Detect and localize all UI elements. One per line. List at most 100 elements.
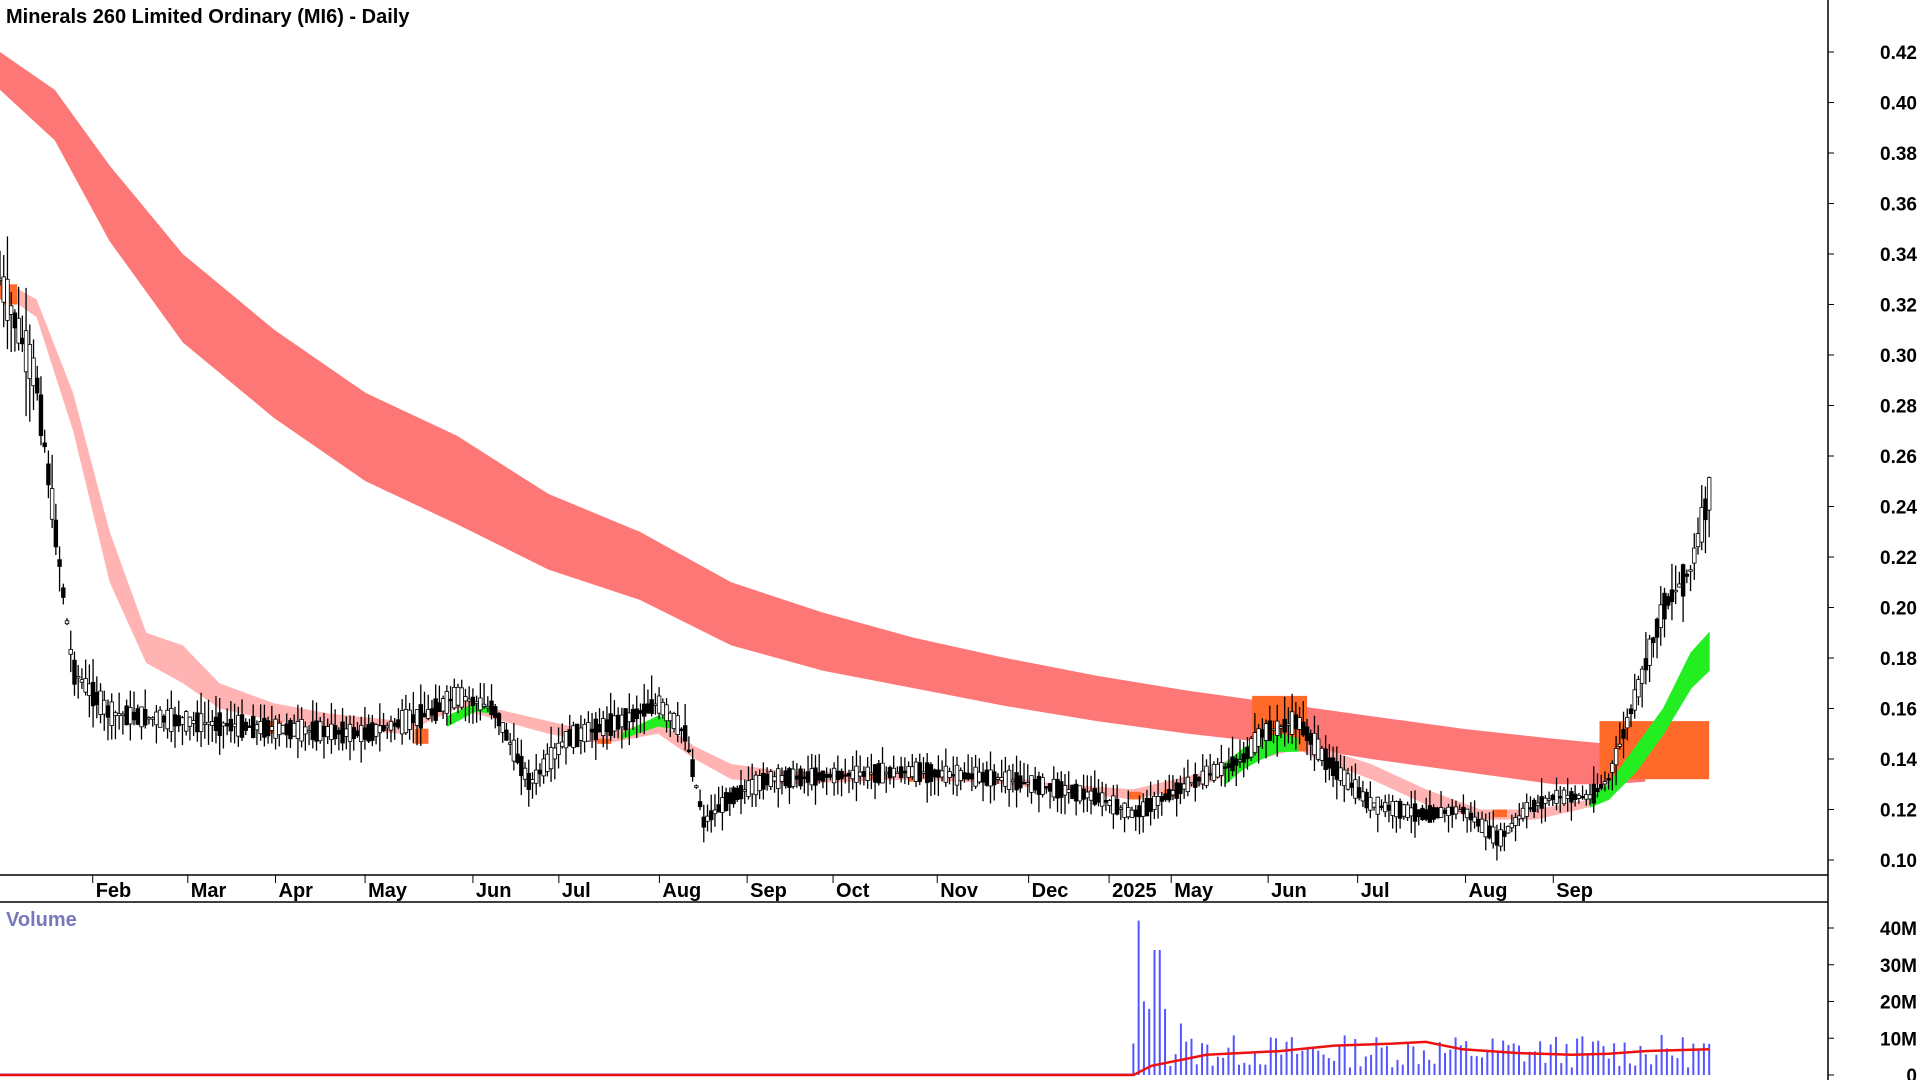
price-bar-body [526,772,531,790]
price-bar-body [709,810,714,821]
volume-tick-label: 30M [1880,956,1917,977]
price-bar-body [846,772,852,777]
price-bar-body [1505,826,1511,834]
price-bar-body [869,772,874,775]
price-bar-body [768,771,774,787]
price-bar-body [638,710,643,714]
price-bar-body [1103,799,1109,803]
price-bar-body [817,772,822,781]
price-bar-body [1479,818,1485,833]
price-bar-body [407,709,412,730]
price-bar-body [1546,798,1552,801]
price-bar-body [299,719,304,742]
price-bar-body [1450,806,1455,816]
price-bar-body [20,337,25,345]
price-bar-body [820,770,826,782]
price-bar-body [1368,796,1373,811]
month-label: Jun [476,880,512,902]
price-bar-body [485,706,491,709]
price-bar-body [757,775,762,792]
price-bar-body [1457,809,1462,812]
price-bar-body [318,721,323,742]
price-bar-body [798,768,803,787]
price-bar-body [1114,798,1120,815]
price-tick-label: 0.32 [1880,296,1917,317]
month-label: Feb [96,880,132,902]
price-bar-body [172,714,178,727]
price-bar-body [1632,689,1637,711]
price-bar-body [1606,778,1611,781]
price-bar-body [1539,796,1544,809]
price-bar-body [1040,777,1045,795]
price-bar-body [776,768,781,789]
price-bar-body [1334,761,1340,780]
price-bar-body [1435,807,1440,819]
price-bar-body [5,278,10,321]
price-bar-body [195,712,200,733]
price-bar-body [1379,805,1384,808]
price-bar-body [392,722,397,727]
price-bar-body [280,724,286,734]
price-bar-body [340,721,345,744]
price-bar-body [1494,830,1500,846]
price-bar-body [910,766,915,778]
price-bar-body [191,720,196,724]
price-bar-body [1621,729,1626,739]
price-bar-body [254,724,260,731]
month-label: 2025 [1112,880,1157,902]
price-bar-body [422,713,427,718]
price-bar-body [1680,564,1686,597]
price-bar-body [1178,783,1183,795]
price-bar-body [1215,763,1220,778]
price-bar-body [500,722,505,733]
price-bar-body [135,708,140,725]
price-bar-body [1159,795,1164,802]
price-bar-body [772,776,777,782]
price-bar-body [504,729,509,741]
price-bar-body [560,741,565,747]
price-bar-body [35,377,40,394]
price-bar-body [12,312,18,329]
price-bar-body [1241,753,1246,763]
price-bar-body [16,317,21,344]
price-bar-body [496,713,502,727]
price-bar-body [355,730,360,737]
price-bar-body [1088,790,1094,801]
price-bar-body [653,703,658,706]
bear-segment-9 [1127,791,1142,800]
price-bar-body [1487,825,1492,839]
price-bar-body [198,713,204,732]
volume-title: Volume [6,909,77,931]
price-bar-body [1018,775,1023,789]
price-bar-body [1472,816,1477,823]
price-bar-body [1047,783,1053,792]
price-bar-body [433,698,438,721]
price-tick-label: 0.20 [1880,599,1917,620]
price-bar-body [1289,711,1295,735]
price-bar-body [1144,797,1150,817]
price-bar-body [1531,799,1537,812]
price-bar-body [548,747,554,770]
price-bar-body [1181,783,1187,790]
price-bar-body [1256,728,1261,747]
price-bar-body [1394,801,1399,818]
price-bar-body [1263,723,1269,741]
price-bar-body [749,779,755,795]
price-bar-body [183,711,189,732]
price-bar-body [612,715,617,732]
price-bar-body [876,763,881,784]
price-bar-body [567,729,572,747]
volume-tick-label: 20M [1880,993,1917,1014]
price-bar-body [660,702,666,716]
price-bar-body [42,442,47,448]
price-bar-body [87,683,92,696]
price-bar-body [452,686,457,709]
price-bar-body [571,725,576,748]
price-bar-body [686,749,692,752]
price-bar-body [534,769,539,784]
month-label: Dec [1032,880,1069,902]
price-bar-body [857,771,863,777]
price-bar-body [370,722,375,741]
price-bar-body [161,715,167,723]
price-tick-label: 0.18 [1880,649,1917,670]
